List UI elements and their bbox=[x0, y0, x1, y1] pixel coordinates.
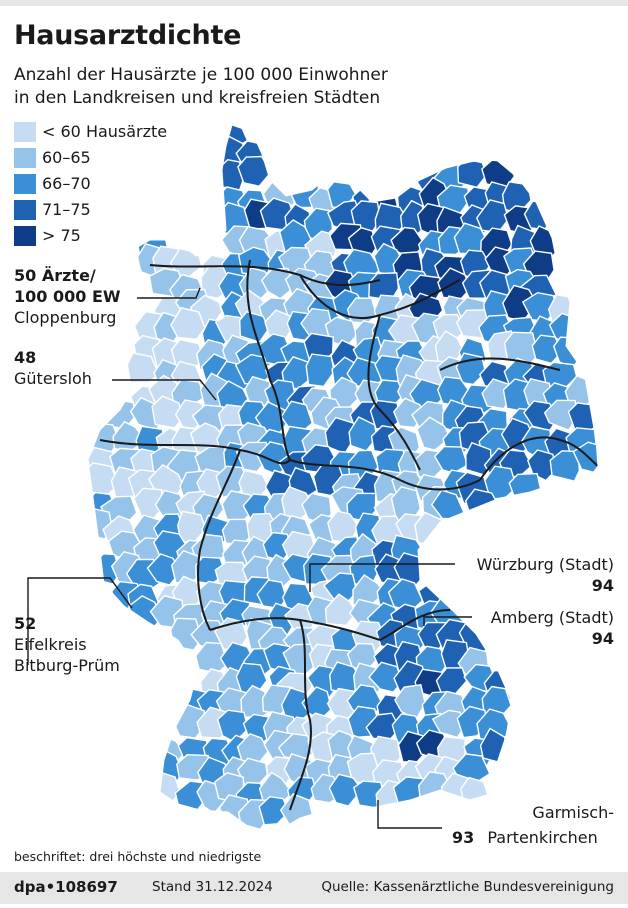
annotation-name: Partenkirchen bbox=[487, 828, 598, 847]
leader-line bbox=[377, 800, 442, 829]
district-regions bbox=[88, 125, 598, 831]
district-region bbox=[368, 661, 403, 693]
district-region bbox=[465, 441, 493, 477]
annotation-name: Cloppenburg bbox=[14, 308, 117, 327]
annotation-cloppenburg: 50 Ärzte/ 100 000 EW Cloppenburg bbox=[14, 265, 121, 328]
state-border bbox=[379, 609, 451, 641]
state-border bbox=[246, 259, 291, 461]
legend-label: 71–75 bbox=[42, 200, 91, 219]
page-title: Hausarztdichte bbox=[14, 20, 242, 51]
district-region bbox=[457, 158, 488, 189]
leader-line bbox=[27, 577, 133, 665]
annotation-amberg: Amberg (Stadt) 94 bbox=[491, 607, 614, 649]
district-region bbox=[324, 593, 358, 627]
district-region bbox=[216, 709, 249, 743]
annotation-value: 48 bbox=[14, 348, 37, 367]
state-border bbox=[367, 314, 421, 471]
annotation-name: Amberg (Stadt) bbox=[490, 608, 614, 627]
leader-line bbox=[112, 379, 217, 401]
germany-map bbox=[27, 124, 599, 833]
leader-line bbox=[423, 616, 472, 626]
district-region bbox=[151, 395, 184, 429]
source-credit: Quelle: Kassenärztliche Bundesvereinigun… bbox=[321, 879, 614, 895]
annotation-garmisch: 93 Partenkirchen bbox=[452, 827, 598, 848]
legend-swatch bbox=[14, 122, 36, 142]
district-region bbox=[237, 155, 272, 188]
legend-label: 60–65 bbox=[42, 148, 91, 167]
subtitle-line-2: in den Landkreisen und kreisfreien Städt… bbox=[14, 88, 381, 108]
legend-swatch bbox=[14, 200, 36, 220]
subtitle-line-1: Anzahl der Hausärzte je 100 000 Einwohne… bbox=[14, 65, 388, 85]
annotation-value: 50 Ärzte/ bbox=[14, 266, 96, 285]
annotation-garmisch-name: Garmisch- bbox=[532, 802, 614, 823]
district-region bbox=[328, 773, 363, 807]
legend-label: > 75 bbox=[42, 226, 81, 245]
district-region bbox=[543, 399, 577, 432]
district-region bbox=[258, 795, 290, 826]
leader-lines bbox=[27, 287, 472, 829]
annotation-name: Würzburg (Stadt) bbox=[476, 555, 614, 574]
legend-swatch bbox=[14, 174, 36, 194]
state-border bbox=[99, 439, 291, 465]
district-region bbox=[170, 306, 206, 341]
legend-label: 66–70 bbox=[42, 174, 91, 193]
agency-id: dpa•108697 bbox=[14, 878, 118, 896]
top-bar bbox=[0, 0, 628, 6]
annotation-name: Eifelkreis bbox=[14, 635, 87, 654]
leader-line bbox=[309, 563, 455, 592]
annotation-value: 94 bbox=[591, 629, 614, 648]
annotation-value: 93 bbox=[452, 828, 475, 847]
annotation-eifelkreis: 52 Eifelkreis Bitburg-Prüm bbox=[14, 613, 120, 676]
legend-label: < 60 Hausärzte bbox=[42, 122, 168, 141]
annotation-name: Bitburg-Prüm bbox=[14, 656, 120, 675]
annotation-value: 100 000 EW bbox=[14, 287, 121, 306]
district-region bbox=[235, 441, 270, 473]
state-border bbox=[289, 619, 312, 811]
leader-line bbox=[137, 287, 201, 299]
district-region bbox=[526, 449, 558, 482]
annotation-name: Garmisch- bbox=[532, 803, 614, 822]
annotation-guetersloh: 48 Gütersloh bbox=[14, 347, 92, 389]
district-region bbox=[305, 353, 335, 388]
district-region bbox=[416, 416, 452, 451]
state-border bbox=[479, 436, 599, 481]
legend-swatch bbox=[14, 226, 36, 246]
legend-swatch bbox=[14, 148, 36, 168]
annotation-value: 94 bbox=[591, 576, 614, 595]
footnote: beschriftet: drei höchste und niedrigste bbox=[14, 849, 262, 864]
footer: dpa•108697 Stand 31.12.2024 Quelle: Kass… bbox=[0, 872, 628, 904]
country-outline bbox=[87, 124, 599, 833]
state-borders bbox=[87, 124, 599, 833]
state-border bbox=[149, 264, 381, 286]
subtitle: Anzahl der Hausärzte je 100 000 Einwohne… bbox=[14, 64, 434, 110]
district-region bbox=[508, 472, 542, 505]
annotation-wuerzburg: Würzburg (Stadt) 94 bbox=[477, 554, 614, 596]
state-border bbox=[289, 459, 481, 491]
date-stamp: Stand 31.12.2024 bbox=[152, 879, 273, 895]
district-region bbox=[431, 709, 466, 739]
annotation-name: Gütersloh bbox=[14, 369, 92, 388]
state-border bbox=[197, 449, 241, 631]
district-region bbox=[567, 402, 598, 432]
district-region bbox=[460, 776, 490, 811]
annotation-value: 52 bbox=[14, 614, 37, 633]
state-border bbox=[439, 357, 561, 371]
